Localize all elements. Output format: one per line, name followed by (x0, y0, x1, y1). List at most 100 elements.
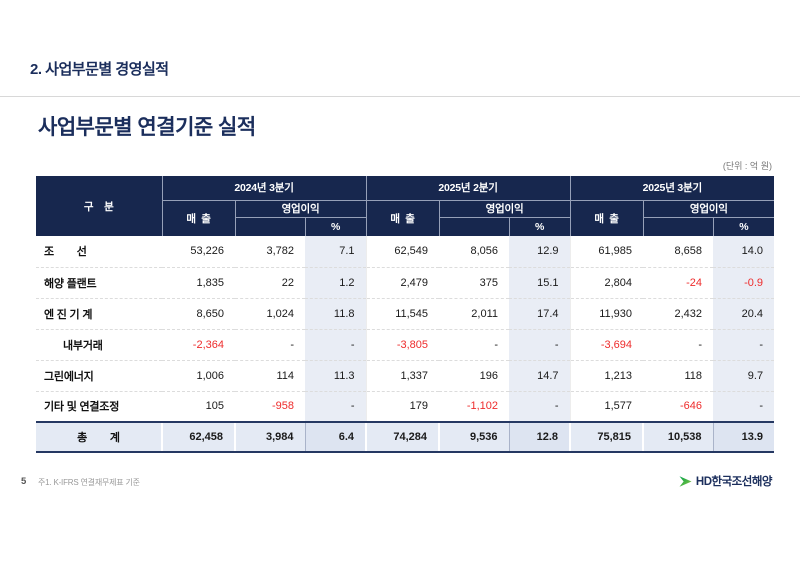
revenue-cell: 2,479 (365, 267, 440, 299)
revenue-cell: 11,545 (365, 298, 440, 330)
row-label: 총 계 (36, 421, 162, 453)
operating-profit-cell: 196 (439, 360, 510, 392)
percent-cell: 14.7 (509, 360, 571, 392)
page-number: 5 (21, 476, 27, 487)
operating-profit-cell: 10,538 (642, 421, 714, 453)
operating-profit-cell: 8,056 (439, 236, 510, 268)
unit-label: (단위 : 억 원) (722, 161, 772, 171)
percent-cell: -0.9 (713, 267, 775, 299)
table-row-other-adjustments: 기타 및 연결조정 105 -958 - 179 -1,102 - 1,577 … (36, 391, 775, 423)
operating-profit-cell: 114 (235, 360, 305, 392)
row-label: 기타 및 연결조정 (36, 391, 162, 423)
revenue-cell: 1,006 (162, 360, 235, 392)
table-row-total: 총 계 62,458 3,984 6.4 74,284 9,536 12.8 7… (36, 421, 775, 453)
column-header-operating-profit: 영업이익 (439, 200, 571, 218)
column-header-revenue: 매 출 (162, 200, 236, 236)
revenue-cell: 1,577 (569, 391, 644, 423)
percent-cell: 15.1 (509, 267, 571, 299)
column-header-quarter-2025q3: 2025년 3분기 (570, 176, 775, 201)
operating-profit-cell: 118 (643, 360, 714, 392)
company-logo: HD한국조선해양 (678, 473, 773, 489)
revenue-cell: -3,694 (569, 329, 644, 361)
operating-profit-cell: 2,011 (439, 298, 510, 330)
table-row-internal-transactions: 내부거래 -2,364 - - -3,805 - - -3,694 - - (36, 329, 775, 361)
column-header-quarter-2025q2: 2025년 2분기 (366, 176, 571, 201)
percent-cell: - (713, 329, 775, 361)
revenue-cell: 61,985 (569, 236, 644, 268)
footnote: 주1. K-IFRS 연결재무제표 기준 (38, 478, 140, 487)
percent-cell: 20.4 (713, 298, 775, 330)
revenue-cell: 2,804 (569, 267, 644, 299)
percent-cell: - (305, 329, 367, 361)
column-header-percent: % (712, 217, 775, 236)
column-header-percent: % (508, 217, 571, 236)
operating-profit-cell: -958 (235, 391, 305, 423)
header-spacer (235, 217, 305, 236)
logo-text: HD한국조선해양 (695, 476, 773, 488)
header-spacer (643, 217, 714, 236)
revenue-cell: 62,549 (365, 236, 440, 268)
table-row-engine-machinery: 엔 진 기 계 8,650 1,024 11.8 11,545 2,011 17… (36, 298, 775, 330)
revenue-cell: -3,805 (365, 329, 440, 361)
header-spacer (439, 217, 510, 236)
operating-profit-cell: 1,024 (235, 298, 305, 330)
revenue-cell: 1,835 (162, 267, 235, 299)
percent-cell: 6.4 (304, 421, 367, 453)
column-header-quarter-2024q3: 2024년 3분기 (162, 176, 367, 201)
percent-cell: 11.8 (305, 298, 367, 330)
percent-cell: 13.9 (712, 421, 775, 453)
revenue-cell: 1,213 (569, 360, 644, 392)
percent-cell: 17.4 (509, 298, 571, 330)
revenue-cell: -2,364 (162, 329, 235, 361)
operating-profit-cell: 3,984 (234, 421, 305, 453)
revenue-cell: 8,650 (162, 298, 235, 330)
row-label: 조 선 (36, 236, 162, 268)
percent-cell: 12.8 (508, 421, 571, 453)
percent-cell: 1.2 (305, 267, 367, 299)
operating-profit-cell: 3,782 (235, 236, 305, 268)
column-header-category: 구 분 (36, 176, 163, 236)
hd-logo-arrow-icon (678, 474, 693, 489)
revenue-cell: 74,284 (365, 421, 440, 453)
results-table-container: 구 분 2024년 3분기 2025년 2분기 2025년 3분기 매 출 영업… (36, 176, 775, 453)
revenue-cell: 62,458 (161, 421, 235, 453)
table-row-green-energy: 그린에너지 1,006 114 11.3 1,337 196 14.7 1,21… (36, 360, 775, 392)
table-row-offshore-plant: 해양 플랜트 1,835 22 1.2 2,479 375 15.1 2,804… (36, 267, 775, 299)
page-title: 사업부문별 연결기준 실적 (38, 116, 256, 139)
percent-cell: 9.7 (713, 360, 775, 392)
revenue-cell: 105 (162, 391, 235, 423)
revenue-cell: 11,930 (569, 298, 644, 330)
row-label: 해양 플랜트 (36, 267, 162, 299)
column-header-revenue: 매 출 (366, 200, 440, 236)
column-header-operating-profit: 영업이익 (235, 200, 367, 218)
revenue-cell: 53,226 (162, 236, 235, 268)
operating-profit-cell: -24 (643, 267, 714, 299)
column-header-revenue: 매 출 (570, 200, 644, 236)
operating-profit-cell: 2,432 (643, 298, 714, 330)
operating-profit-cell: 8,658 (643, 236, 714, 268)
percent-cell: - (509, 329, 571, 361)
operating-profit-cell: - (439, 329, 510, 361)
column-header-percent: % (304, 217, 367, 236)
row-label: 내부거래 (36, 329, 162, 361)
header-divider (0, 96, 800, 97)
percent-cell: 12.9 (509, 236, 571, 268)
revenue-cell: 1,337 (365, 360, 440, 392)
operating-profit-cell: - (643, 329, 714, 361)
row-label: 엔 진 기 계 (36, 298, 162, 330)
percent-cell: - (713, 391, 775, 423)
column-header-operating-profit: 영업이익 (643, 200, 775, 218)
operating-profit-cell: -646 (643, 391, 714, 423)
percent-cell: 11.3 (305, 360, 367, 392)
row-label: 그린에너지 (36, 360, 162, 392)
section-title: 2. 사업부문별 경영실적 (30, 61, 169, 78)
operating-profit-cell: 375 (439, 267, 510, 299)
segment-results-table: 구 분 2024년 3분기 2025년 2분기 2025년 3분기 매 출 영업… (36, 176, 775, 453)
operating-profit-cell: -1,102 (439, 391, 510, 423)
operating-profit-cell: - (235, 329, 305, 361)
operating-profit-cell: 22 (235, 267, 305, 299)
percent-cell: 14.0 (713, 236, 775, 268)
percent-cell: 7.1 (305, 236, 367, 268)
percent-cell: - (305, 391, 367, 423)
